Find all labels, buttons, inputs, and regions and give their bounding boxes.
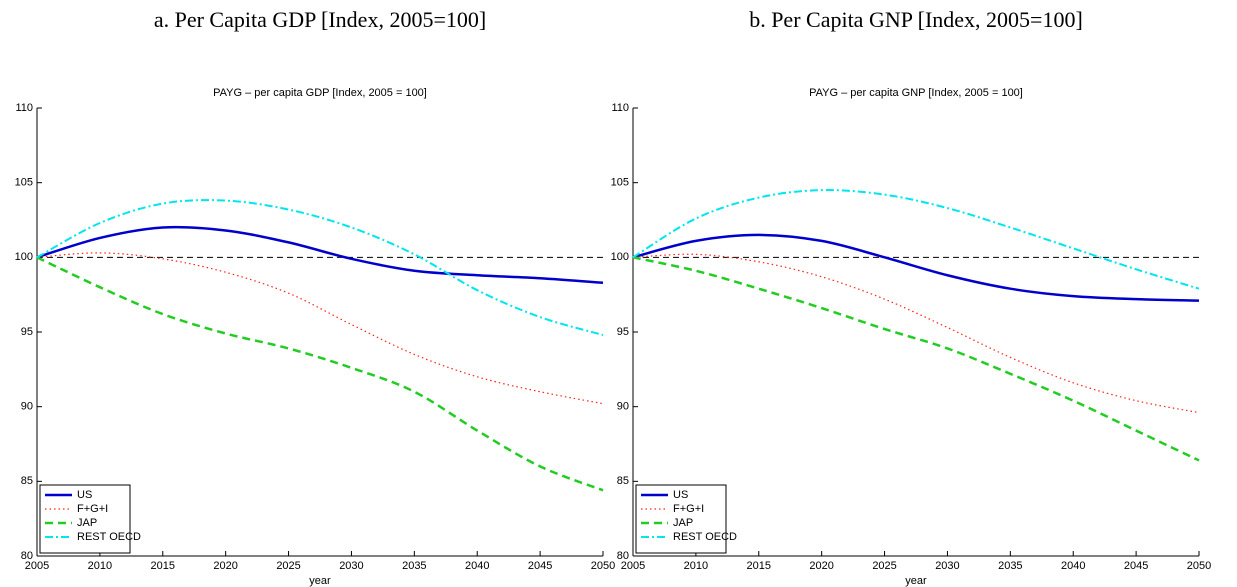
x-tick-label: 2035	[402, 560, 426, 572]
panel-caption: b. Per Capita GNP [Index, 2005=100]	[749, 7, 1083, 32]
legend-label: JAP	[673, 517, 693, 529]
series-line	[632, 253, 1200, 414]
x-tick-label: 2035	[998, 560, 1022, 572]
legend-label: REST OECD	[673, 531, 737, 543]
y-tick-label: 110	[611, 102, 629, 114]
legend-label: US	[673, 489, 688, 501]
x-tick-label: 2020	[809, 560, 833, 572]
x-tick-label: 2045	[528, 560, 552, 572]
legend-label: US	[77, 489, 92, 501]
y-tick-label: 80	[617, 550, 629, 562]
x-tick-label: 2015	[151, 560, 175, 572]
x-tick-label: 2010	[88, 560, 112, 572]
legend-box	[635, 484, 727, 554]
chart-title: PAYG – per capita GNP [Index, 2005 = 100…	[809, 87, 1023, 99]
y-tick-label: 90	[617, 401, 629, 413]
x-tick-label: 2025	[872, 560, 896, 572]
legend-label: REST OECD	[77, 531, 141, 543]
series-line	[632, 256, 1200, 462]
y-tick-label: 100	[15, 251, 33, 263]
panel-caption: a. Per Capita GDP [Index, 2005=100]	[154, 7, 486, 32]
series-line	[36, 252, 604, 405]
x-tick-label: 2050	[1187, 560, 1211, 572]
y-tick-label: 105	[15, 177, 33, 189]
x-tick-label: 2030	[935, 560, 959, 572]
x-tick-label: 2040	[1061, 560, 1085, 572]
y-tick-label: 80	[21, 550, 33, 562]
y-tick-label: 100	[611, 251, 629, 263]
y-tick-label: 95	[617, 326, 629, 338]
legend-box	[39, 484, 131, 554]
y-tick-label: 105	[611, 177, 629, 189]
x-tick-label: 2050	[591, 560, 615, 572]
x-tick-label: 2025	[276, 560, 300, 572]
series-line	[36, 199, 604, 336]
series-line	[632, 189, 1200, 290]
x-tick-label: 2015	[747, 560, 771, 572]
legend-label: F+G+I	[77, 503, 108, 515]
x-tick-label: 2030	[339, 560, 363, 572]
legend-label: F+G+I	[673, 503, 704, 515]
legend-label: JAP	[77, 517, 97, 529]
x-axis-label: year	[905, 575, 927, 587]
series-line	[632, 233, 1200, 302]
x-tick-label: 2005	[621, 560, 645, 572]
series-line	[36, 256, 604, 492]
chart-title: PAYG – per capita GDP [Index, 2005 = 100…	[213, 87, 427, 99]
x-tick-label: 2005	[25, 560, 49, 572]
series-line	[36, 225, 604, 284]
y-tick-label: 85	[617, 475, 629, 487]
y-tick-label: 95	[21, 326, 33, 338]
y-tick-label: 110	[15, 102, 33, 114]
x-tick-label: 2010	[684, 560, 708, 572]
x-tick-label: 2020	[213, 560, 237, 572]
x-tick-label: 2045	[1124, 560, 1148, 572]
x-axis-label: year	[309, 575, 331, 587]
y-tick-label: 90	[21, 401, 33, 413]
x-tick-label: 2040	[465, 560, 489, 572]
y-tick-label: 85	[21, 475, 33, 487]
